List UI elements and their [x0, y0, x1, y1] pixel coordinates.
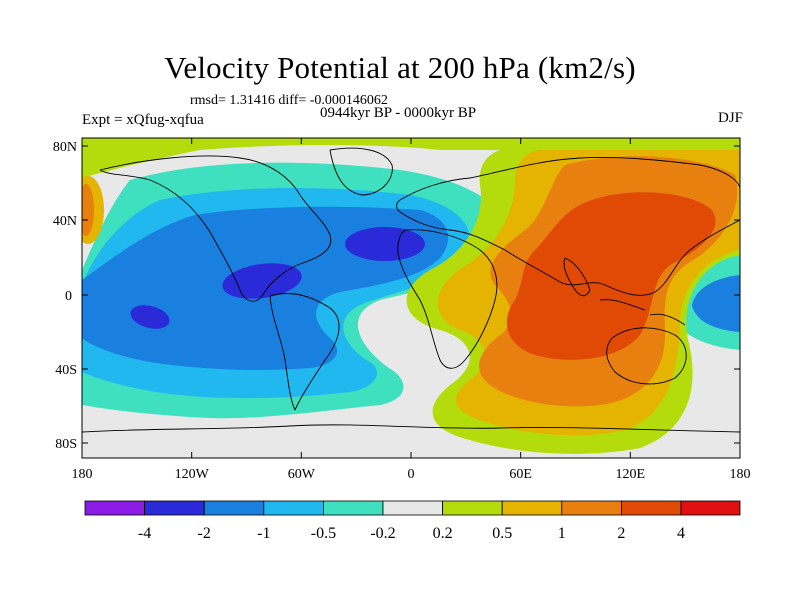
- colorbar-box-6: [442, 500, 503, 516]
- colorbar-label-4: -0.2: [370, 525, 395, 542]
- lon-label-180-east: 180: [730, 467, 751, 482]
- lon-label-0: 0: [408, 467, 415, 482]
- colorbar-label-8: 2: [617, 525, 625, 542]
- contour-field: [82, 138, 740, 458]
- coast-south-america: [269, 293, 340, 411]
- colorbar-label-6: 0.5: [492, 525, 512, 542]
- contour-navy-caribbean: [222, 263, 302, 299]
- experiment-label: Expt = xQfug-xqfua: [82, 112, 204, 128]
- colorbar-label-3: -0.5: [311, 525, 336, 542]
- coast-africa: [397, 229, 498, 369]
- coast-north-america: [99, 155, 332, 302]
- lat-label-80n: 80N: [53, 140, 77, 155]
- colorbar-box-9: [621, 500, 682, 516]
- lon-labels: 180 120W 60W 0 60E 120E 180: [72, 467, 751, 482]
- colorbar-label-5: 0.2: [433, 525, 453, 542]
- coast-antarctica: [82, 424, 740, 433]
- lon-label-120e: 120E: [616, 467, 646, 482]
- map-title: Velocity Potential at 200 hPa (km2/s): [164, 50, 636, 85]
- colorbar-box-3: [263, 500, 324, 516]
- colorbar-label-7: 1: [558, 525, 566, 542]
- colorbar-box-5: [382, 500, 443, 516]
- lon-label-60w: 60W: [288, 467, 316, 482]
- period-label: 0944kyr BP - 0000kyr BP: [320, 105, 477, 121]
- coast-india: [563, 257, 591, 297]
- colorbar-box-4: [322, 500, 384, 516]
- coast-indonesia: [599, 299, 686, 326]
- lat-label-80s: 80S: [55, 437, 77, 452]
- contour-redorange-warm: [506, 192, 716, 360]
- colorbar-box-2: [203, 500, 265, 516]
- colorbar-box-0: [84, 500, 145, 516]
- colorbar-box-1: [144, 500, 205, 516]
- colorbar-label-9: 4: [677, 525, 685, 542]
- season-label: DJF: [717, 110, 743, 126]
- colorbar-label-1: -2: [198, 525, 211, 542]
- contour-navy-pacific: [130, 305, 170, 329]
- lon-label-120w: 120W: [175, 467, 210, 482]
- contour-navy-atlantic: [345, 227, 425, 261]
- axis-ticks: [82, 138, 740, 458]
- lat-label-40n: 40N: [53, 214, 77, 229]
- contour-orange-west: [82, 184, 94, 236]
- lon-label-180-west: 180: [72, 467, 93, 482]
- colorbar-box-7: [501, 500, 563, 516]
- coast-europe-asia: [396, 157, 740, 296]
- lon-label-60e: 60E: [509, 467, 532, 482]
- lat-label-0: 0: [65, 289, 72, 304]
- rmsd-label: rmsd= 1.31416 diff= -0.000146062: [190, 93, 388, 108]
- coastlines: [82, 147, 740, 433]
- coast-australia: [606, 327, 687, 385]
- colorbar-box-8: [561, 500, 622, 516]
- lat-labels: 80N 40N 0 40S 80S: [53, 140, 77, 452]
- colorbar-label-0: -4: [138, 525, 151, 542]
- colorbar-box-10: [680, 500, 741, 516]
- contour-lime-north: [82, 138, 740, 178]
- contour-blue-east: [692, 275, 740, 332]
- colorbar-label-2: -1: [257, 525, 270, 542]
- lat-label-40s: 40S: [55, 363, 77, 378]
- colorbar: -4 -2 -1 -0.5 -0.2 0.2 0.5 1 2 4: [84, 500, 741, 542]
- coast-greenland: [329, 147, 393, 196]
